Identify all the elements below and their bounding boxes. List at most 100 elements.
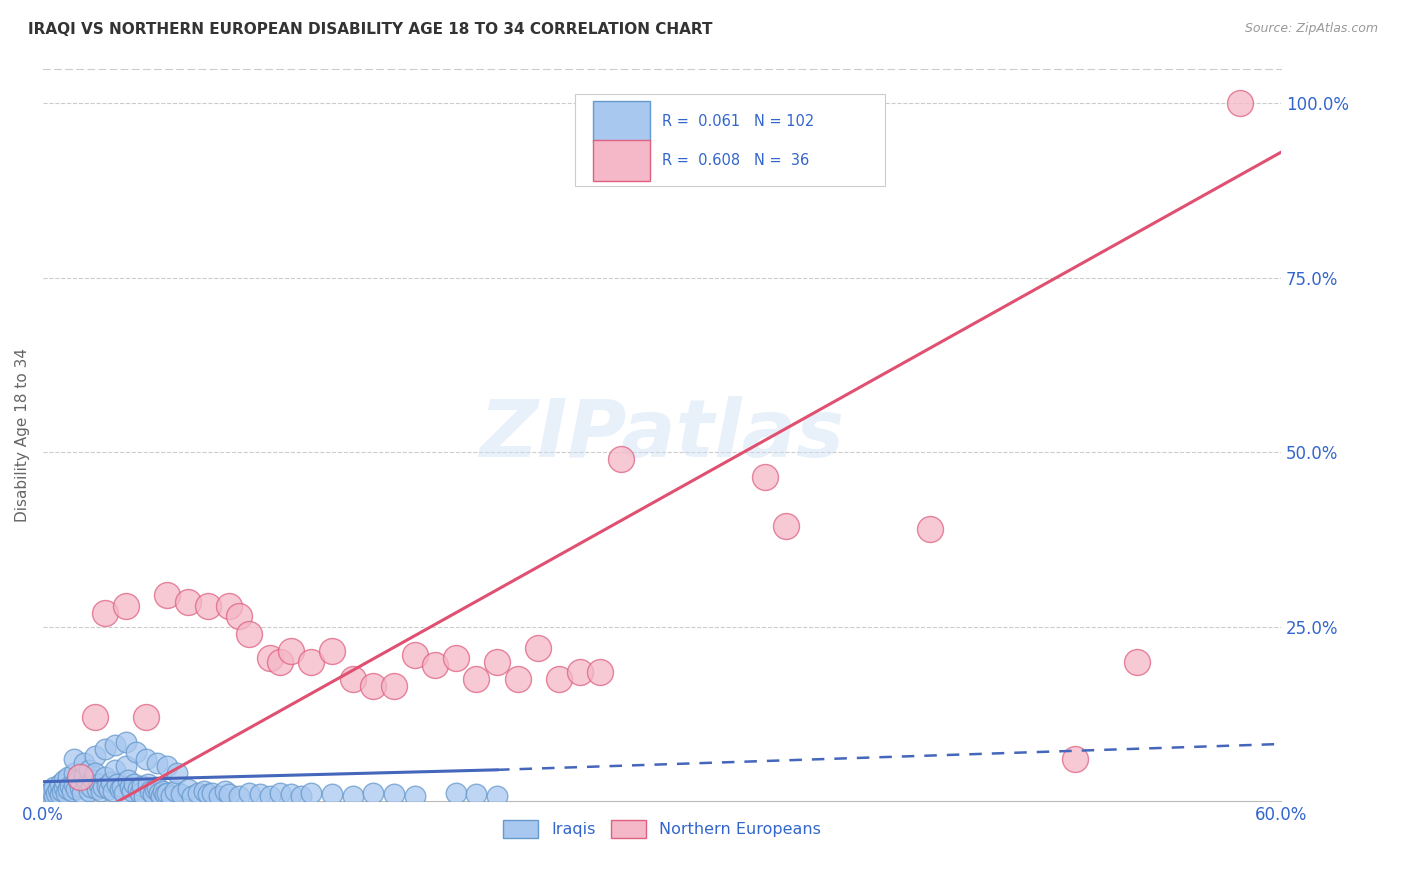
Point [187, 786, 209, 800]
Point [249, 787, 271, 801]
Point [42, 780, 65, 795]
Point [156, 786, 179, 800]
Point [51, 784, 73, 798]
Point [486, 655, 509, 669]
Point [548, 672, 571, 686]
Point [444, 651, 467, 665]
Point [228, 609, 250, 624]
Point [382, 787, 405, 801]
Point [63, 777, 86, 791]
Point [160, 789, 183, 803]
Point [52, 780, 75, 795]
Point [59, 779, 82, 793]
Point [96, 779, 118, 793]
Point [127, 781, 149, 796]
Point [48, 787, 70, 801]
Point [67, 773, 90, 788]
Point [361, 786, 384, 800]
Point [228, 789, 250, 803]
Point [148, 786, 170, 800]
Point [121, 784, 143, 798]
Point [589, 665, 612, 680]
Point [342, 789, 364, 803]
Point [404, 789, 426, 803]
Point [527, 640, 550, 655]
Point [404, 648, 426, 662]
Point [55, 786, 77, 800]
Point [299, 786, 322, 800]
Point [238, 786, 260, 800]
Point [63, 766, 86, 780]
Point [423, 658, 446, 673]
Point [214, 784, 236, 798]
Point [486, 789, 509, 803]
Point [73, 770, 96, 784]
Point [143, 781, 166, 796]
FancyBboxPatch shape [593, 101, 650, 142]
Point [131, 779, 153, 793]
Point [94, 770, 117, 784]
Point [152, 784, 174, 798]
Point [108, 781, 131, 796]
Point [269, 786, 291, 800]
Point [201, 786, 224, 800]
Point [63, 752, 86, 766]
Point [94, 606, 117, 620]
Point [114, 759, 136, 773]
Point [129, 786, 152, 800]
Point [72, 786, 94, 800]
Point [46, 781, 69, 796]
Point [166, 766, 188, 780]
Point [139, 784, 162, 798]
Point [104, 763, 127, 777]
Point [165, 784, 187, 798]
Point [321, 787, 343, 801]
Point [170, 787, 193, 801]
Point [60, 784, 83, 798]
Point [444, 786, 467, 800]
Point [56, 781, 79, 796]
Point [290, 789, 312, 803]
Point [197, 787, 219, 801]
Point [141, 787, 163, 801]
Point [259, 651, 281, 665]
Point [361, 679, 384, 693]
Point [775, 518, 797, 533]
Point [94, 742, 117, 756]
Point [207, 789, 229, 803]
Point [73, 756, 96, 770]
Point [103, 784, 125, 798]
Point [280, 787, 302, 801]
Point [342, 672, 364, 686]
Legend: Iraqis, Northern Europeans: Iraqis, Northern Europeans [496, 814, 828, 845]
Point [259, 789, 281, 803]
Point [506, 672, 529, 686]
Point [125, 745, 148, 759]
Point [920, 522, 942, 536]
Point [83, 748, 105, 763]
Point [465, 672, 488, 686]
Point [112, 786, 135, 800]
Point [156, 588, 179, 602]
Point [117, 773, 139, 788]
Point [197, 599, 219, 613]
Point [754, 469, 776, 483]
Point [100, 774, 122, 789]
Text: Source: ZipAtlas.com: Source: ZipAtlas.com [1244, 22, 1378, 36]
FancyBboxPatch shape [575, 95, 884, 186]
Point [56, 770, 79, 784]
Text: R =  0.608   N =  36: R = 0.608 N = 36 [662, 153, 810, 168]
Point [1063, 752, 1085, 766]
Point [568, 665, 591, 680]
Point [114, 599, 136, 613]
Text: ZIPatlas: ZIPatlas [479, 396, 845, 474]
Point [382, 679, 405, 693]
Y-axis label: Disability Age 18 to 34: Disability Age 18 to 34 [15, 348, 30, 522]
Point [90, 784, 112, 798]
Point [45, 786, 67, 800]
Point [76, 777, 98, 791]
Point [38, 786, 60, 800]
Point [48, 777, 70, 791]
Point [156, 759, 179, 773]
Point [1125, 655, 1147, 669]
